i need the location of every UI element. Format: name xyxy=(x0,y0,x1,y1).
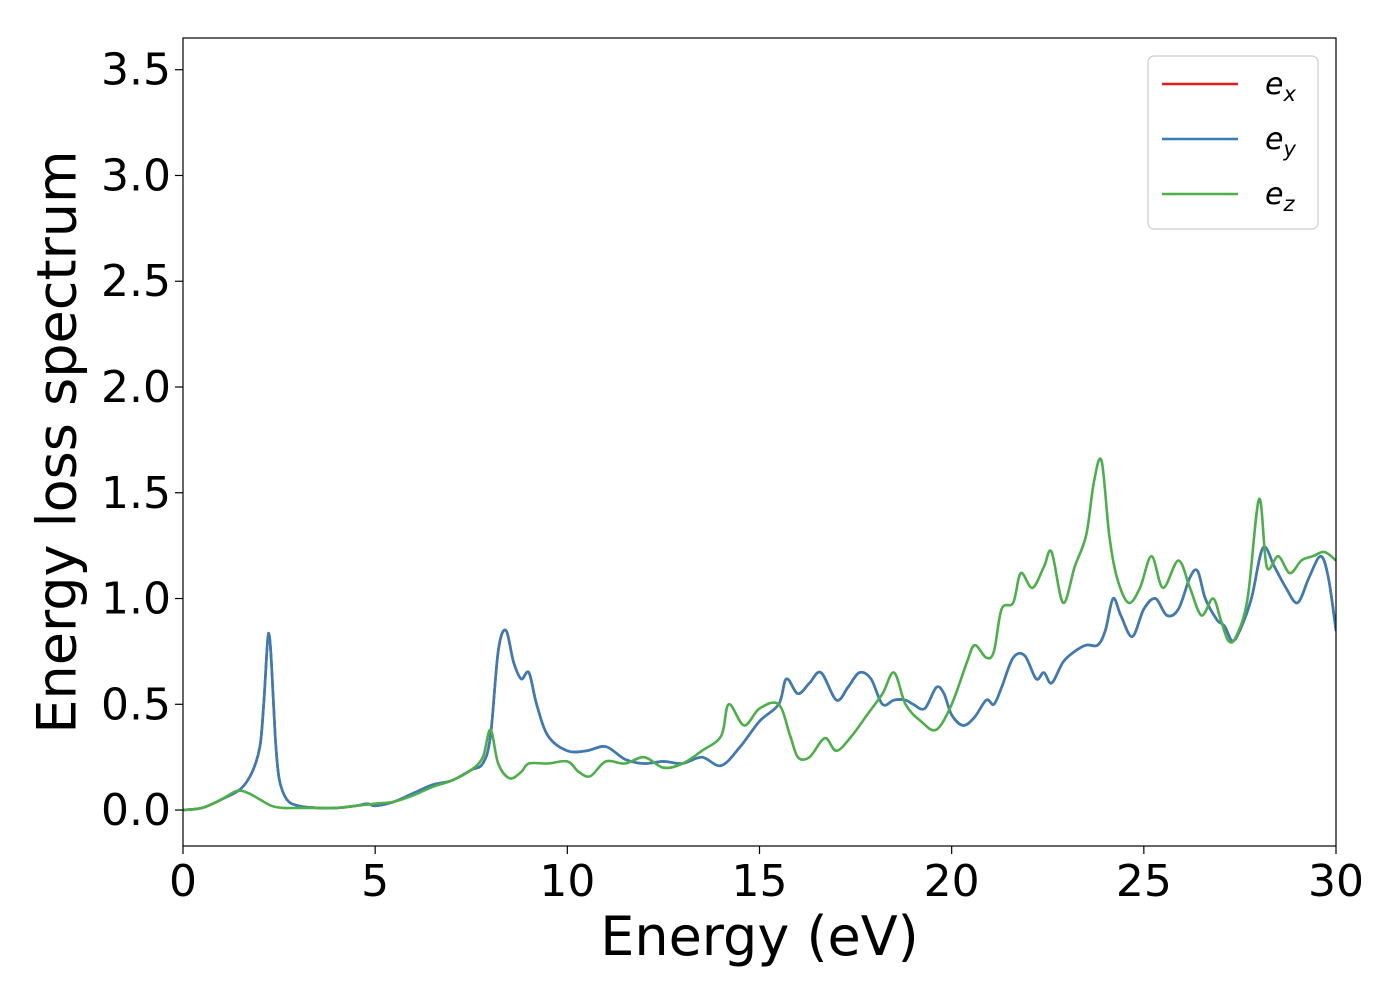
y-axis-title: Energy loss spectrum xyxy=(26,150,89,733)
legend-label-base: e xyxy=(1265,177,1283,212)
legend-label-x: ex xyxy=(1265,67,1296,106)
legend-label-z: ez xyxy=(1265,177,1295,216)
x-tick-label: 10 xyxy=(539,856,595,907)
x-tick-label: 15 xyxy=(732,856,788,907)
y-tick-label: 3.5 xyxy=(101,45,171,96)
y-tick-label: 3.0 xyxy=(101,150,171,201)
x-axis-title: Energy (eV) xyxy=(600,905,919,968)
legend-box xyxy=(1147,55,1319,230)
series-line-z xyxy=(183,457,1336,812)
y-tick-label: 2.5 xyxy=(101,256,171,307)
legend-label-base: e xyxy=(1265,67,1283,102)
series-line-x xyxy=(183,545,1336,812)
x-tick-label: 25 xyxy=(1116,856,1172,907)
y-tick-label: 0.0 xyxy=(101,785,171,836)
ticks-layer: 0 5 10 15 20 25 30 0.0 0.5 1.0 1.5 2.0 2.5 3.0 3.5 xyxy=(101,45,1364,907)
x-tick-label: 20 xyxy=(924,856,980,907)
legend-label-subscript: y xyxy=(1282,137,1296,161)
series-line-y xyxy=(183,545,1336,812)
legend-label-subscript: z xyxy=(1282,192,1295,216)
y-tick-label: 1.0 xyxy=(101,574,171,625)
x-tick-label: 30 xyxy=(1308,856,1364,907)
legend-label-y: ey xyxy=(1265,122,1296,161)
legend-label-base: e xyxy=(1265,122,1283,157)
x-tick-label: 5 xyxy=(361,856,389,907)
x-tick-label: 0 xyxy=(169,856,197,907)
y-tick-label: 0.5 xyxy=(101,679,171,730)
y-tick-label: 2.0 xyxy=(101,362,171,413)
legend-label-subscript: x xyxy=(1282,82,1296,106)
y-tick-label: 1.5 xyxy=(101,468,171,519)
series-layer xyxy=(183,457,1336,812)
